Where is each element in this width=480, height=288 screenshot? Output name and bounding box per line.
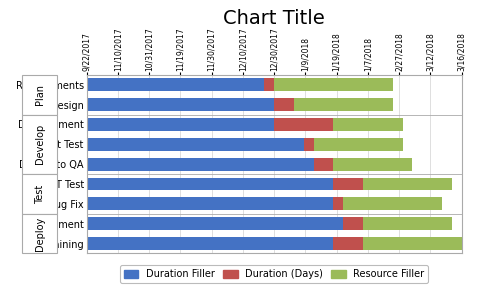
Text: Develop: Develop — [35, 124, 45, 164]
Bar — [86, 197, 333, 210]
Bar — [362, 217, 451, 230]
Text: Chart Title: Chart Title — [223, 9, 324, 28]
Bar — [333, 237, 362, 250]
Text: Plan: Plan — [35, 84, 45, 105]
Bar — [23, 75, 57, 115]
Bar — [333, 158, 411, 170]
Bar — [293, 98, 392, 111]
Legend: Duration Filler, Duration (Days), Resource Filler: Duration Filler, Duration (Days), Resour… — [120, 265, 427, 283]
Bar — [86, 98, 274, 111]
Bar — [86, 217, 343, 230]
Bar — [86, 237, 333, 250]
Bar — [303, 138, 313, 151]
Bar — [264, 78, 274, 91]
Bar — [86, 78, 264, 91]
Bar — [274, 98, 293, 111]
Bar — [333, 118, 402, 131]
Bar — [86, 177, 333, 190]
Bar — [86, 158, 313, 170]
Bar — [86, 118, 274, 131]
Bar — [333, 197, 343, 210]
Bar — [274, 118, 333, 131]
Text: Deploy: Deploy — [35, 217, 45, 251]
Bar — [86, 138, 303, 151]
Bar — [23, 214, 57, 253]
Bar — [333, 177, 362, 190]
Bar — [362, 237, 471, 250]
Bar — [23, 115, 57, 174]
Bar — [362, 177, 451, 190]
Bar — [343, 197, 441, 210]
Bar — [274, 78, 392, 91]
Bar — [343, 217, 362, 230]
Text: Test: Test — [35, 184, 45, 204]
Bar — [313, 138, 402, 151]
Bar — [313, 158, 333, 170]
Bar — [23, 174, 57, 214]
